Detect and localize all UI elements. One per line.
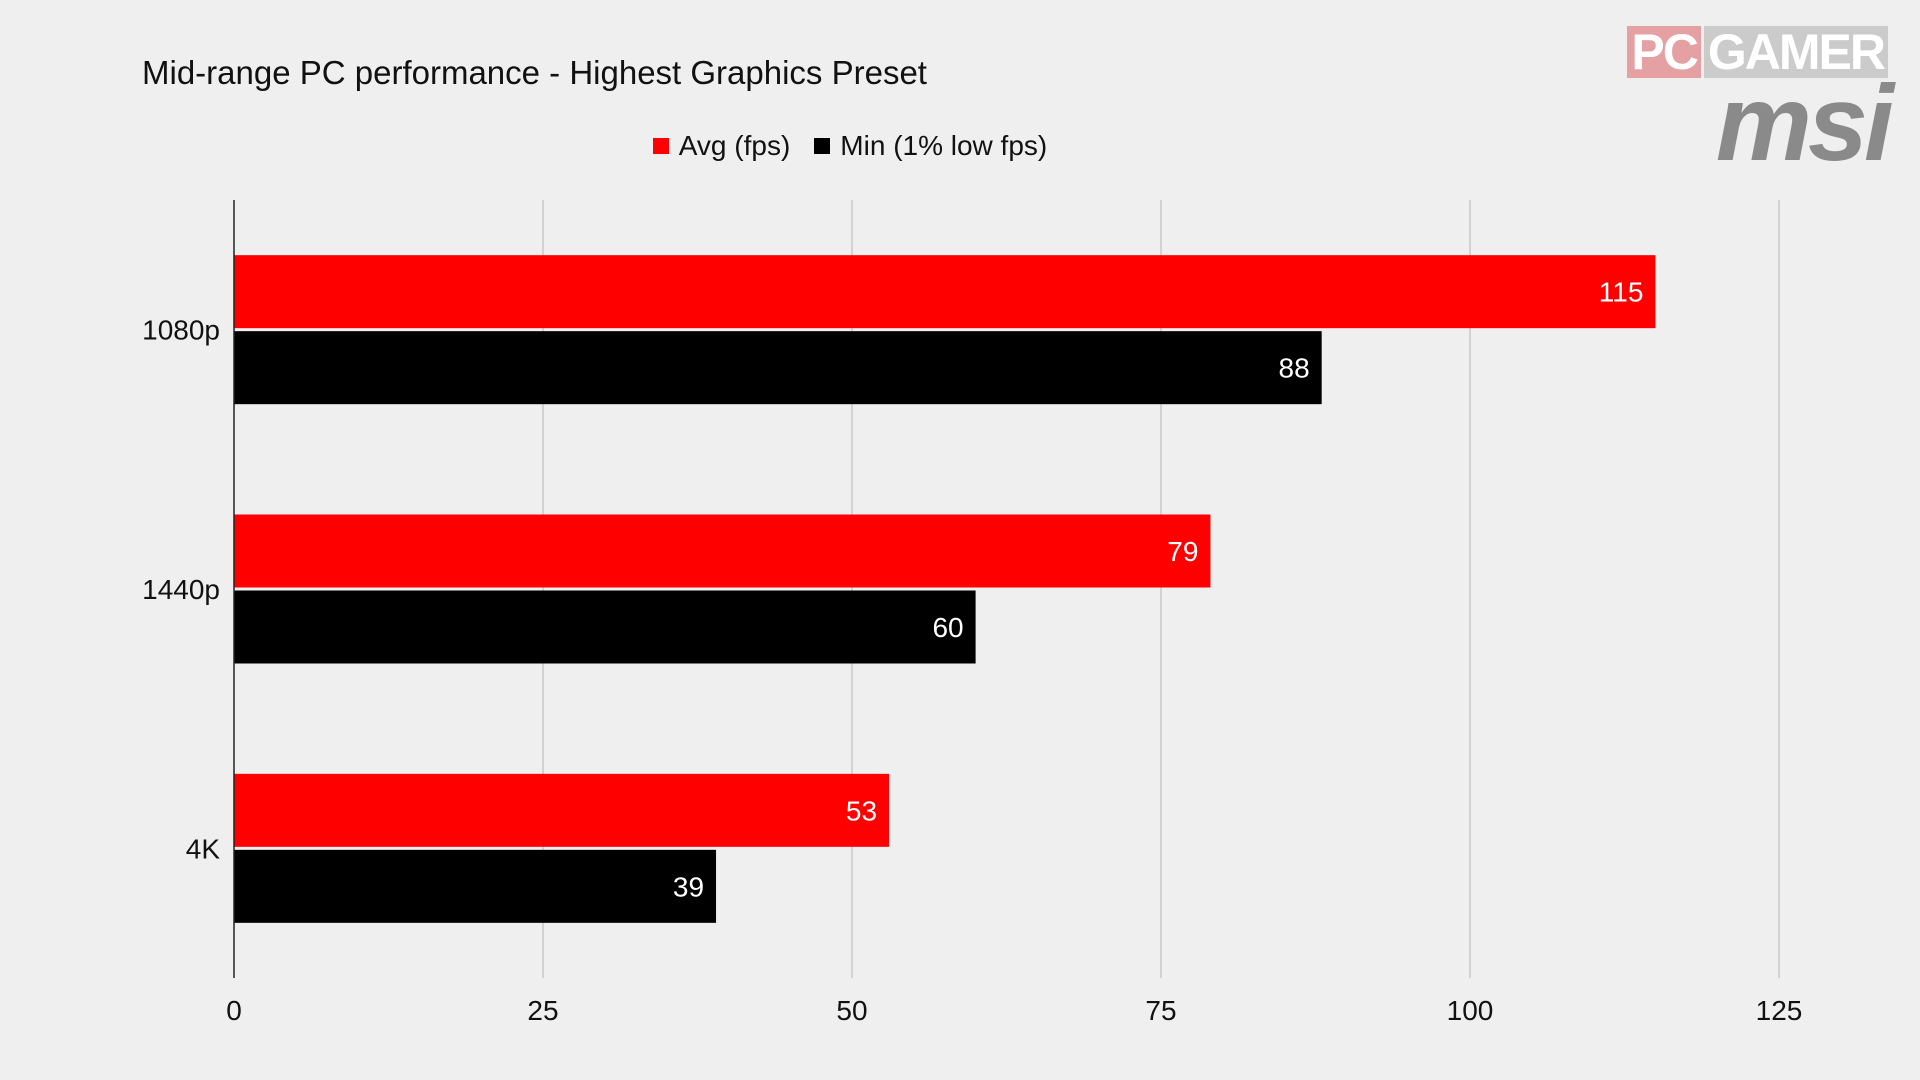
category-label-1080p: 1080p (142, 315, 220, 346)
legend-item-min: Min (1% low fps) (814, 130, 1047, 162)
legend-swatch-avg (652, 138, 669, 154)
msi-logo: msi (1715, 62, 1894, 183)
data-label-1080p-series-1: 88 (1279, 353, 1310, 384)
pc-gamer-logo: PC GAMER (1627, 26, 1888, 78)
data-label-1440p-series-0: 79 (1167, 536, 1198, 567)
legend-label-min: Min (1% low fps) (840, 130, 1048, 161)
x-tick-label-50: 50 (836, 995, 867, 1026)
legend-label-avg: Avg (fps) (678, 130, 791, 161)
chart-legend: Avg (fps) Min (1% low fps) (0, 130, 1810, 162)
category-label-4K: 4K (186, 833, 221, 864)
bars (234, 255, 1656, 923)
data-labels: 115 88 79 60 53 39 (673, 277, 1644, 903)
chart-title: Mid-range PC performance - Highest Graph… (142, 54, 927, 91)
pc-gamer-logo-gamer: GAMER (1703, 26, 1888, 78)
brand-logos: PC GAMER msi (1620, 24, 1894, 178)
x-tick-label-100: 100 (1447, 995, 1494, 1026)
data-label-4K-series-1: 39 (673, 871, 704, 902)
bar-4K-series-0 (234, 773, 890, 847)
axes: 0 25 50 75 100 125 1080p 1440p 4K (142, 200, 1802, 1026)
bar-4K-series-1 (234, 849, 717, 923)
data-label-1440p-series-1: 60 (932, 612, 963, 643)
bar-1080p-series-0 (234, 255, 1656, 329)
grid-lines (542, 200, 1780, 978)
x-tick-label-125: 125 (1756, 995, 1803, 1026)
bar-1440p-series-1 (234, 590, 976, 664)
legend-item-avg: Avg (fps) (652, 130, 791, 162)
data-label-4K-series-0: 53 (846, 795, 877, 826)
x-tick-label-25: 25 (527, 995, 558, 1026)
legend-swatch-min (814, 138, 831, 154)
pc-gamer-logo-pc: PC (1627, 26, 1701, 78)
x-tick-label-0: 0 (226, 995, 242, 1026)
x-tick-label-75: 75 (1145, 995, 1176, 1026)
bar-1080p-series-1 (234, 331, 1322, 405)
bar-1440p-series-0 (234, 514, 1211, 588)
data-label-1080p-series-0: 115 (1599, 277, 1644, 308)
category-label-1440p: 1440p (142, 574, 220, 605)
